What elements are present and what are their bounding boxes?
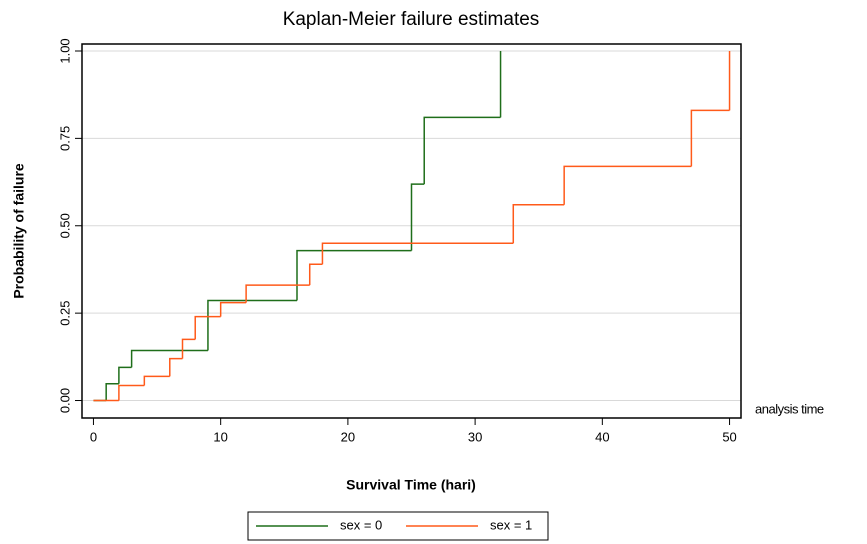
y-tick-label: 0.25 [57,300,72,325]
step-segment [219,301,247,317]
step-segment [308,263,323,286]
step-segment [118,366,132,384]
step-segment [410,183,425,251]
plot-frame [81,43,742,419]
legend-label: sex = 0 [340,517,382,532]
step-segment [296,249,412,301]
y-axis-label: Probability of failure [11,163,27,299]
x-tick-label: 20 [341,429,355,444]
step-segment [563,165,692,205]
x-note: analysis time [755,401,824,416]
step-segment [118,384,145,401]
step-segment [143,375,170,386]
step-segment [194,315,221,340]
x-tick-label: 40 [595,429,609,444]
step-segment [512,204,565,244]
x-tick-label: 10 [213,429,227,444]
x-tick-label: 0 [90,429,97,444]
step-segment [181,338,196,359]
step-segment [105,382,119,401]
y-tick-label: 0.75 [57,126,72,151]
step-segment [245,284,310,303]
x-axis-label: Survival Time (hari) [346,477,476,493]
step-segment [169,357,183,377]
step-segment [423,116,501,185]
step-segment [690,109,730,167]
step-segment [207,299,298,351]
y-tick-label: 1.00 [57,38,72,63]
y-tick-label: 0.00 [57,388,72,413]
step-segment [321,242,514,265]
x-tick-label: 50 [722,429,736,444]
y-tick-label: 0.50 [57,213,72,238]
legend-label: sex = 1 [490,517,532,532]
x-tick-label: 30 [468,429,482,444]
chart-title: Kaplan-Meier failure estimates [283,9,540,30]
